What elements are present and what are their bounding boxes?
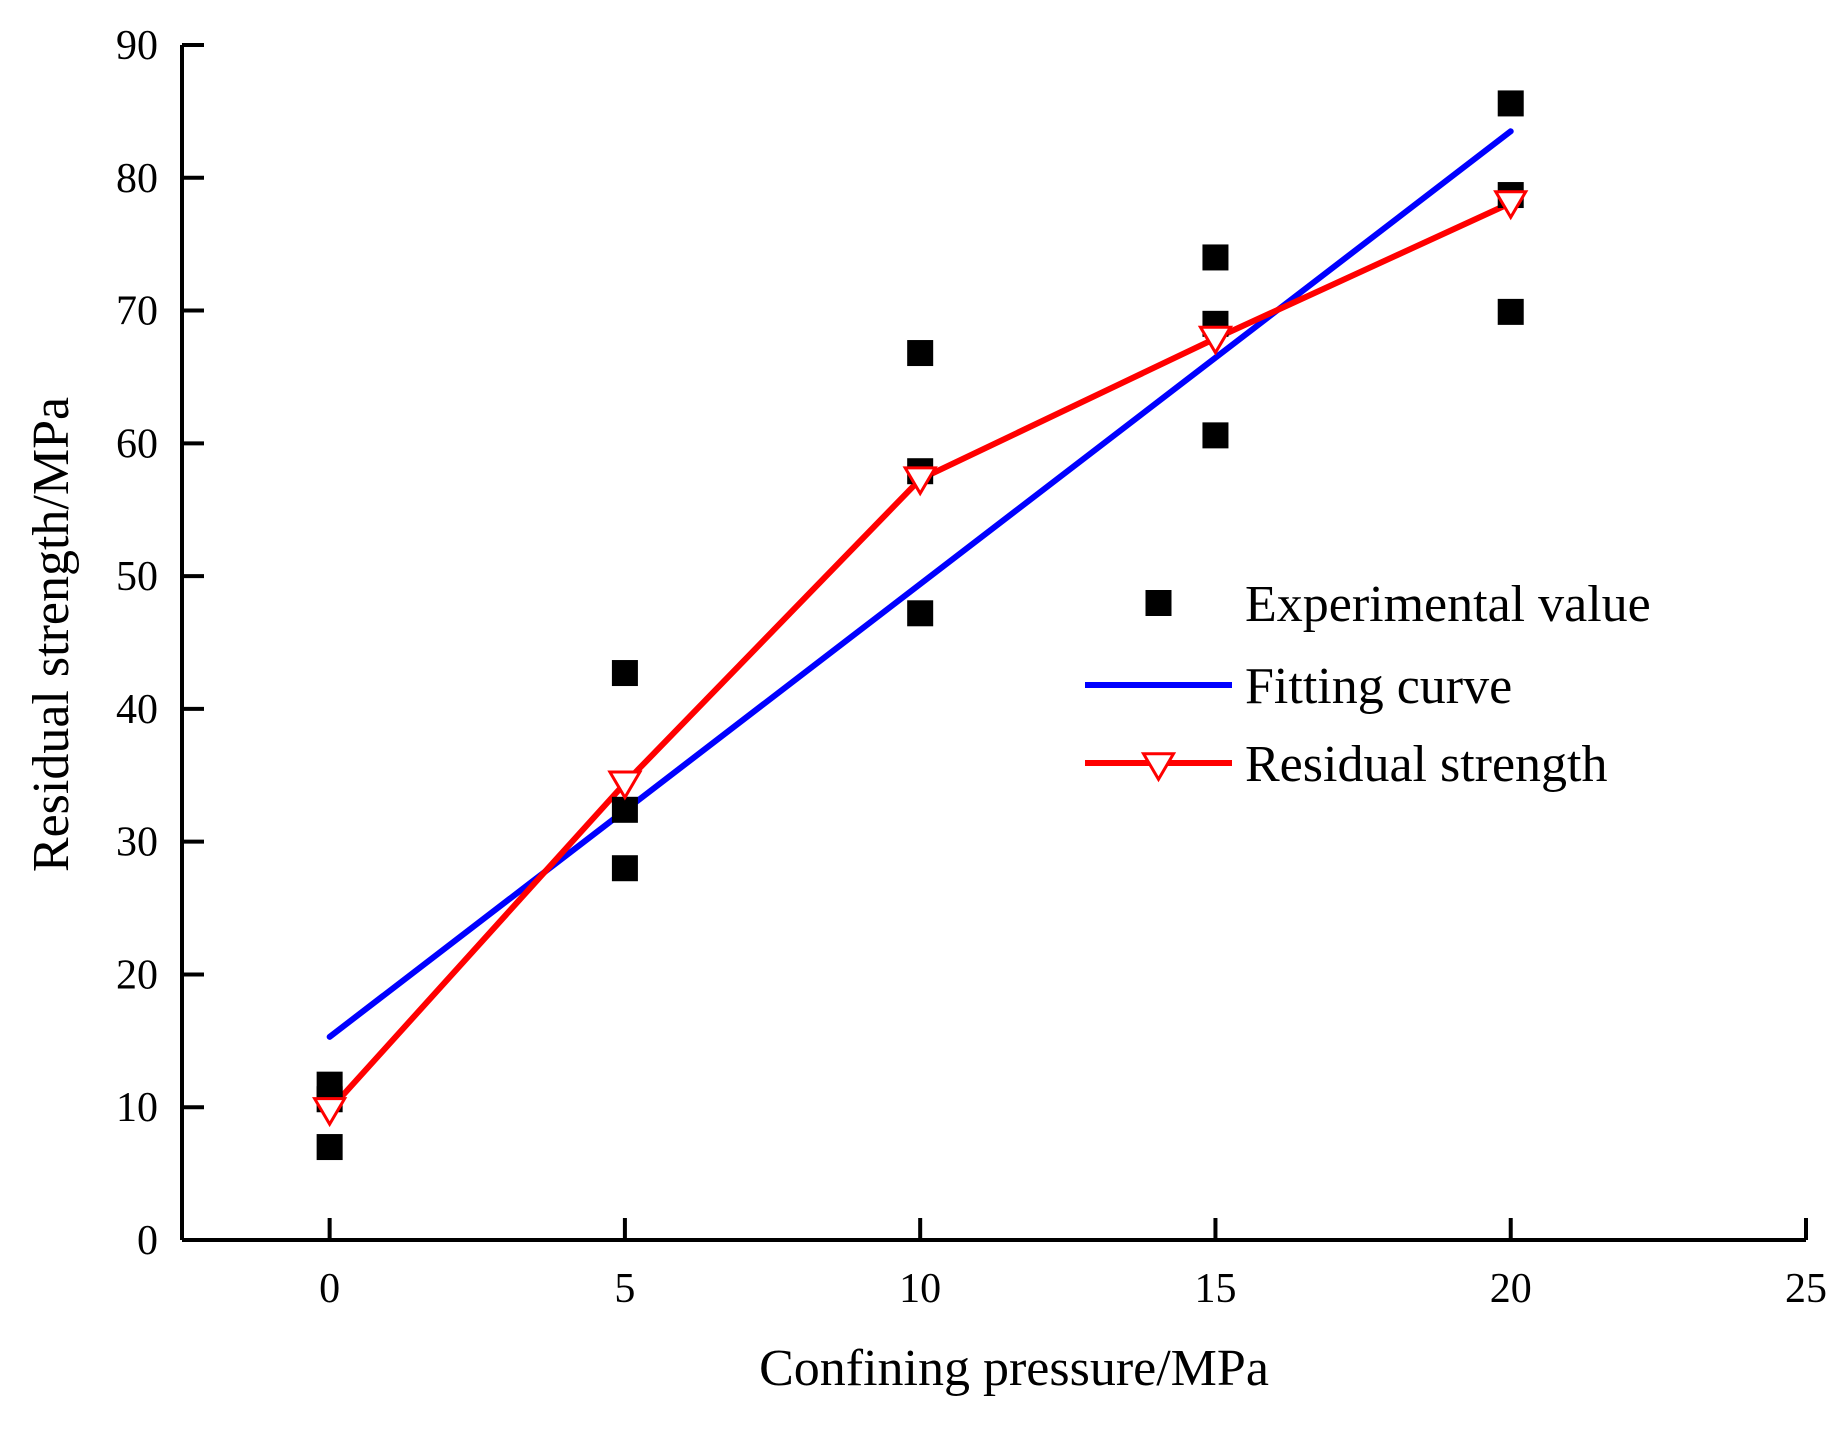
experimental-point [907, 340, 934, 367]
x-tick-label: 5 [614, 1266, 635, 1312]
experimental-point [316, 1134, 343, 1161]
legend-marker-residual-strength [1140, 752, 1177, 783]
experimental-point [1202, 422, 1229, 449]
y-tick-label: 50 [116, 554, 158, 600]
experimental-point [1202, 244, 1229, 271]
legend-label-experimental-value: Experimental value [1245, 576, 1651, 633]
experimental-point [611, 796, 638, 823]
x-axis-title: Confining pressure/MPa [759, 1340, 1269, 1397]
y-tick-label: 60 [116, 421, 158, 467]
series-layer [312, 90, 1529, 1161]
x-tick-label: 15 [1194, 1266, 1236, 1312]
experimental-point [611, 855, 638, 882]
residual-strength-point [1197, 325, 1234, 356]
residual-strength-point [312, 1097, 348, 1128]
y-tick-label: 90 [116, 23, 158, 69]
y-tick-label: 80 [116, 156, 158, 202]
x-tick-label: 25 [1785, 1266, 1827, 1312]
fitting-curve-line [326, 128, 1514, 1040]
y-tick-label: 70 [116, 289, 158, 335]
experimental-point [611, 660, 638, 687]
y-tick-label: 30 [116, 820, 158, 866]
legend-label-fitting-curve: Fitting curve [1245, 658, 1512, 715]
x-tick-label: 20 [1490, 1266, 1532, 1312]
y-tick-label: 40 [116, 687, 158, 733]
residual-strength-point [1493, 190, 1529, 221]
experimental-point [1497, 298, 1524, 325]
y-tick-label: 0 [137, 1218, 158, 1264]
residual-strength-point [607, 770, 643, 801]
y-tick-label: 10 [116, 1085, 158, 1131]
legend: Experimental value Fitting curve Residua… [1085, 576, 1651, 793]
x-tick-label: 10 [899, 1266, 941, 1312]
ticks: 0 10 20 30 40 50 60 70 80 90 0 5 10 15 20 25 [116, 23, 1827, 1312]
legend-label-residual-strength: Residual strength [1245, 736, 1608, 793]
x-tick-label: 0 [319, 1266, 340, 1312]
experimental-point [1497, 90, 1524, 117]
y-tick-label: 20 [116, 952, 158, 998]
residual-strength-line [327, 200, 1512, 1112]
y-axis-title: Residual strength/MPa [23, 397, 80, 872]
axes [180, 45, 1806, 1242]
legend-marker-experimental-value [1145, 590, 1172, 616]
residual-strength-point [902, 466, 938, 497]
experimental-point [907, 600, 934, 627]
